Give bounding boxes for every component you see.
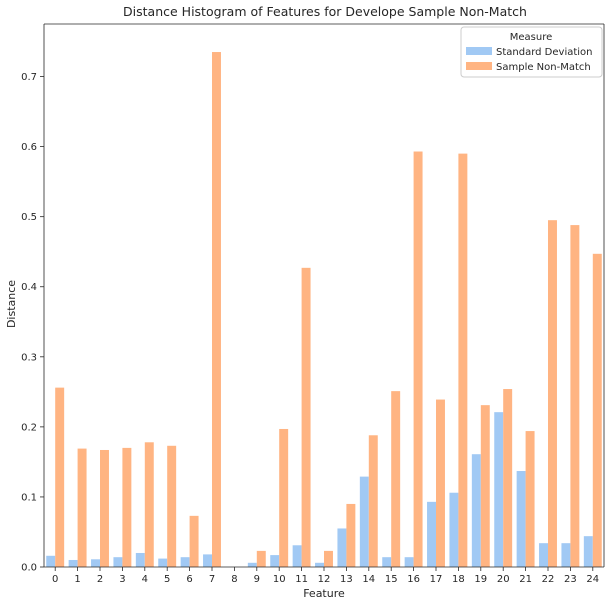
- x-tick-label: 16: [407, 574, 420, 585]
- bar-standard-deviation-feature-12: [315, 562, 324, 567]
- x-tick-label: 8: [231, 574, 237, 585]
- bar-sample-non-match-feature-17: [436, 399, 445, 567]
- bar-standard-deviation-feature-21: [516, 471, 526, 567]
- x-tick-label: 11: [295, 574, 308, 585]
- bar-sample-non-match-feature-5: [167, 445, 177, 567]
- bar-sample-non-match-feature-3: [122, 447, 132, 567]
- y-tick-label: 0.4: [21, 282, 37, 293]
- x-tick-label: 19: [474, 574, 487, 585]
- legend-box: [460, 26, 603, 78]
- legend-label-sample-non-match: Sample Non-Match: [496, 62, 591, 73]
- bar-standard-deviation-feature-1: [68, 559, 78, 567]
- y-tick-label: 0.3: [21, 352, 37, 363]
- bar-standard-deviation-feature-11: [292, 545, 302, 567]
- bar-sample-non-match-feature-19: [480, 405, 490, 567]
- y-tick-label: 0.2: [21, 422, 37, 433]
- x-tick-label: 21: [519, 574, 532, 585]
- bar-sample-non-match-feature-18: [458, 153, 468, 567]
- bar-standard-deviation-feature-13: [337, 528, 347, 567]
- bar-sample-non-match-feature-22: [548, 220, 557, 567]
- bar-sample-non-match-feature-4: [144, 442, 154, 567]
- x-tick-label: 13: [340, 574, 353, 585]
- bar-sample-non-match-feature-9: [256, 550, 266, 567]
- bar-sample-non-match-feature-21: [525, 431, 535, 567]
- bar-sample-non-match-feature-13: [346, 503, 356, 567]
- legend-swatch-sample-non-match: [466, 62, 492, 70]
- bar-sample-non-match-feature-16: [413, 151, 423, 567]
- bar-standard-deviation-feature-18: [449, 492, 459, 567]
- bar-sample-non-match-feature-20: [503, 389, 513, 567]
- x-tick-label: 0: [52, 574, 58, 585]
- x-tick-label: 3: [119, 574, 125, 585]
- x-tick-label: 22: [542, 574, 555, 585]
- x-axis-label: Feature: [303, 587, 345, 600]
- bars-layer: [46, 52, 602, 567]
- bar-sample-non-match-feature-14: [368, 435, 378, 567]
- bar-standard-deviation-feature-10: [270, 555, 280, 567]
- legend: Measure Standard Deviation Sample Non-Ma…: [460, 26, 603, 78]
- bar-sample-non-match-feature-7: [212, 52, 221, 567]
- bar-sample-non-match-feature-2: [100, 449, 109, 567]
- bar-sample-non-match-feature-1: [77, 448, 87, 567]
- x-tick-label: 5: [164, 574, 170, 585]
- x-tick-label: 20: [497, 574, 510, 585]
- x-tick-label: 14: [362, 574, 375, 585]
- y-tick-label: 0.1: [21, 492, 37, 503]
- x-tick-label: 12: [318, 574, 331, 585]
- x-tick-label: 17: [430, 574, 443, 585]
- bar-standard-deviation-feature-14: [359, 476, 369, 567]
- bar-standard-deviation-feature-17: [427, 501, 436, 567]
- bar-sample-non-match-feature-23: [570, 225, 580, 567]
- x-tick-label: 6: [186, 574, 192, 585]
- bar-standard-deviation-feature-7: [203, 554, 212, 567]
- bar-sample-non-match-feature-0: [55, 387, 65, 567]
- bar-standard-deviation-feature-20: [494, 412, 504, 567]
- bar-sample-non-match-feature-24: [592, 253, 602, 567]
- bar-standard-deviation-feature-9: [247, 562, 257, 567]
- bar-standard-deviation-feature-6: [180, 557, 190, 567]
- y-axis-label: Distance: [5, 280, 18, 328]
- bar-standard-deviation-feature-16: [404, 557, 414, 567]
- bar-standard-deviation-feature-5: [158, 558, 168, 567]
- bar-standard-deviation-feature-19: [471, 454, 481, 567]
- bar-sample-non-match-feature-15: [391, 391, 401, 567]
- x-tick-label: 2: [97, 574, 103, 585]
- bar-sample-non-match-feature-6: [189, 515, 199, 567]
- bar-sample-non-match-feature-10: [279, 428, 289, 567]
- bar-standard-deviation-feature-0: [46, 555, 56, 567]
- bar-standard-deviation-feature-15: [382, 557, 392, 567]
- bar-sample-non-match-feature-12: [324, 550, 333, 567]
- bar-standard-deviation-feature-23: [561, 543, 571, 567]
- bar-standard-deviation-feature-4: [135, 552, 145, 567]
- legend-label-standard-deviation: Standard Deviation: [496, 47, 593, 58]
- y-tick-label: 0.0: [21, 563, 37, 574]
- x-tick-label: 7: [209, 574, 215, 585]
- x-tick-label: 24: [586, 574, 599, 585]
- bar-standard-deviation-feature-3: [113, 557, 123, 567]
- y-tick-label: 0.6: [21, 142, 37, 153]
- legend-swatch-standard-deviation: [466, 47, 492, 55]
- x-tick-label: 23: [564, 574, 577, 585]
- x-tick-label: 15: [385, 574, 398, 585]
- x-tick-label: 4: [142, 574, 148, 585]
- legend-title: Measure: [510, 32, 553, 43]
- y-tick-label: 0.5: [21, 212, 37, 223]
- bar-standard-deviation-feature-22: [539, 543, 548, 567]
- x-tick-label: 18: [452, 574, 465, 585]
- bar-standard-deviation-feature-24: [583, 536, 593, 567]
- chart-title: Distance Histogram of Features for Devel…: [123, 4, 527, 19]
- x-tick-label: 10: [273, 574, 286, 585]
- x-tick-label: 1: [74, 574, 80, 585]
- bar-standard-deviation-feature-2: [91, 559, 100, 567]
- ticks-layer: 0.00.10.20.30.40.50.60.70 1 2 3 4 5 6 7 8 9 10 11 12…: [21, 72, 599, 585]
- y-tick-label: 0.7: [21, 72, 37, 83]
- bar-sample-non-match-feature-11: [301, 267, 311, 567]
- x-tick-label: 9: [254, 574, 260, 585]
